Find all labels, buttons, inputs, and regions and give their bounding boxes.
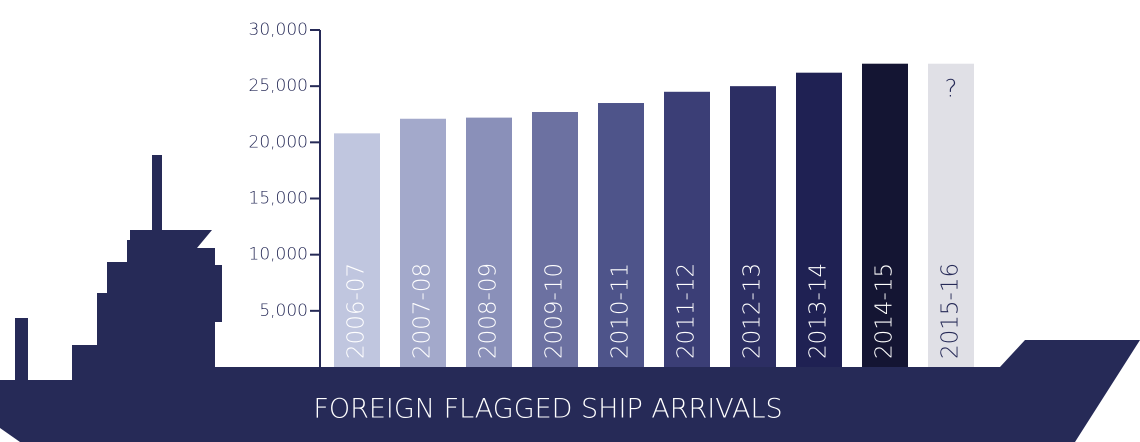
- y-tick-label: 15,000: [249, 189, 308, 209]
- bar: [466, 117, 512, 368]
- y-tick-label: 5,000: [259, 301, 308, 321]
- y-tick-label: 25,000: [249, 76, 308, 96]
- category-label: 2010-11: [608, 263, 634, 359]
- category-label: 2014-15: [872, 263, 898, 359]
- y-tick-label: 20,000: [249, 132, 308, 152]
- category-label: 2011-12: [674, 263, 700, 359]
- y-tick-label: 30,000: [249, 20, 308, 40]
- annotation: ?: [945, 75, 958, 103]
- bar: [730, 86, 776, 368]
- category-label: 2007-08: [410, 263, 436, 359]
- ship-silhouette: [0, 155, 1140, 442]
- category-label: 2008-09: [476, 263, 502, 359]
- bar: [532, 112, 578, 368]
- y-tick-label: 10,000: [249, 245, 308, 265]
- category-label: 2013-14: [806, 263, 832, 359]
- bar: [334, 133, 380, 367]
- bar: [796, 72, 842, 367]
- bar: [928, 63, 974, 367]
- chart-title: FOREIGN FLAGGED SHIP ARRIVALS: [313, 394, 782, 425]
- category-label: 2015-16: [938, 263, 964, 359]
- bar: [862, 63, 908, 367]
- bar: [664, 91, 710, 368]
- category-label: 2006-07: [344, 263, 370, 359]
- category-label: 2012-13: [740, 263, 766, 359]
- bar: [400, 118, 446, 367]
- bar: [598, 103, 644, 368]
- category-label: 2009-10: [542, 263, 568, 359]
